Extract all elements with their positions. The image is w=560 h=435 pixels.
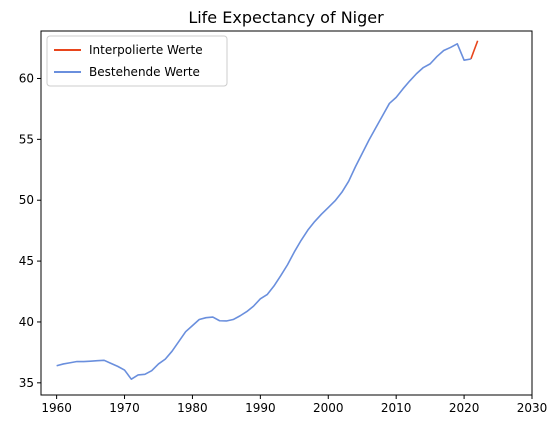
chart-title: Life Expectancy of Niger bbox=[188, 8, 384, 27]
y-axis: 35 40 45 50 55 60 bbox=[19, 71, 41, 390]
x-tick-label: 1990 bbox=[245, 401, 276, 415]
x-tick-label: 1960 bbox=[41, 401, 72, 415]
legend-box bbox=[46, 35, 228, 87]
legend-label-interpolated: Interpolierte Werte bbox=[89, 43, 203, 57]
y-tick-label: 50 bbox=[19, 193, 34, 207]
y-tick-label: 55 bbox=[19, 132, 34, 146]
y-tick-label: 40 bbox=[19, 315, 34, 329]
y-tick-label: 60 bbox=[19, 71, 34, 85]
x-tick-label: 2010 bbox=[381, 401, 412, 415]
series-line-existing bbox=[56, 42, 472, 380]
x-axis: 1960 1970 1980 1990 2000 2010 2020 2030 bbox=[41, 395, 547, 415]
y-tick-label: 45 bbox=[19, 254, 34, 268]
x-tick-label: 1980 bbox=[177, 401, 208, 415]
y-tick-label: 35 bbox=[19, 376, 34, 390]
plot-area bbox=[40, 30, 533, 396]
x-tick-label: 1970 bbox=[109, 401, 140, 415]
x-tick-label: 2020 bbox=[449, 401, 480, 415]
legend-label-existing: Bestehende Werte bbox=[89, 65, 200, 79]
x-tick-label: 2000 bbox=[313, 401, 344, 415]
series-lines bbox=[56, 40, 479, 380]
legend: Interpolierte Werte Bestehende Werte bbox=[46, 35, 228, 87]
series-line-interpolated bbox=[470, 40, 479, 60]
x-tick-label: 2030 bbox=[517, 401, 548, 415]
